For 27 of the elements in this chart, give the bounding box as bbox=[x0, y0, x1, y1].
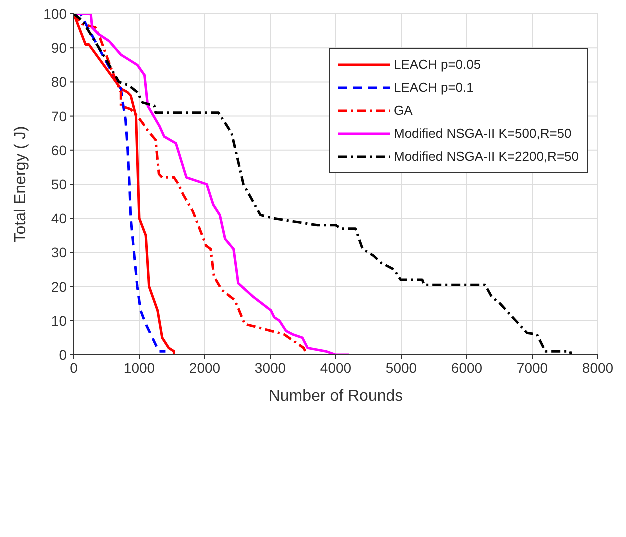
x-tick-label: 3000 bbox=[254, 360, 286, 376]
x-tick-label: 8000 bbox=[582, 360, 614, 376]
x-tick-label: 5000 bbox=[386, 360, 418, 376]
legend-label: LEACH p=0.1 bbox=[394, 80, 474, 95]
x-tick-label: 2000 bbox=[189, 360, 221, 376]
x-tick-label: 0 bbox=[70, 360, 78, 376]
y-tick-label: 90 bbox=[51, 40, 68, 56]
y-tick-label: 50 bbox=[51, 176, 68, 192]
legend-label: Modified NSGA-II K=500,R=50 bbox=[394, 126, 572, 141]
x-tick-label: 7000 bbox=[516, 360, 548, 376]
y-tick-label: 70 bbox=[51, 108, 68, 124]
legend-label: GA bbox=[394, 103, 413, 118]
y-tick-label: 30 bbox=[51, 244, 68, 261]
y-axis-title: Total Energy ( J) bbox=[12, 126, 30, 243]
x-axis-title: Number of Rounds bbox=[268, 388, 404, 405]
y-tick-label: 0 bbox=[59, 346, 68, 363]
legend-label: Modified NSGA-II K=2200,R=50 bbox=[394, 149, 579, 164]
x-tick-label: 4000 bbox=[320, 360, 352, 376]
y-tick-label: 40 bbox=[51, 210, 68, 227]
x-tick-label: 1000 bbox=[124, 360, 156, 376]
y-tick-label: 60 bbox=[51, 142, 68, 158]
y-tick-label: 80 bbox=[51, 74, 68, 90]
y-tick-label: 100 bbox=[44, 6, 68, 22]
x-tick-label: 6000 bbox=[451, 360, 483, 376]
y-tick-label: 20 bbox=[51, 278, 68, 295]
y-tick-label: 10 bbox=[51, 312, 68, 329]
legend-label: LEACH p=0.05 bbox=[394, 57, 482, 72]
